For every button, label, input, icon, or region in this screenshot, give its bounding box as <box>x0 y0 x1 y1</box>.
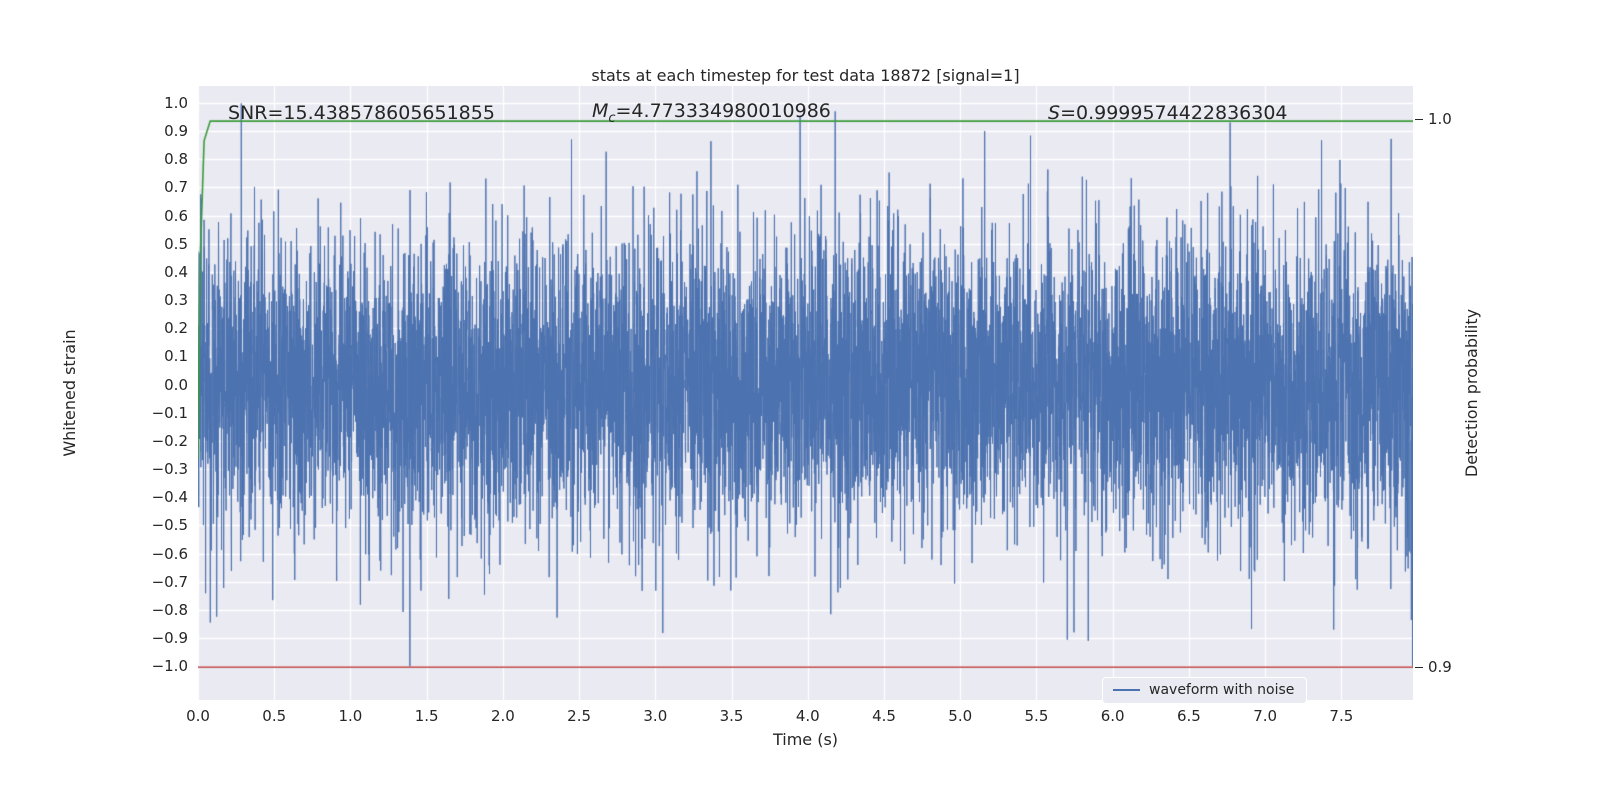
x-tick-label: 6.5 <box>1176 707 1201 725</box>
y-tick-label-left: 1.0 <box>164 93 188 112</box>
x-tick-label: 3.5 <box>719 707 744 725</box>
chart-title: stats at each timestep for test data 188… <box>591 66 1020 85</box>
x-tick-label: 2.5 <box>567 707 592 725</box>
annotation-significance-value: =0.9999574422836304 <box>1060 102 1288 124</box>
y-tick-label-left: 0.6 <box>164 206 188 225</box>
annotation-significance-label: S <box>1048 102 1061 124</box>
annotation-chirp-mass-label: M <box>592 100 609 122</box>
y-tick-label-left: −0.5 <box>151 516 188 535</box>
x-tick-label: 4.5 <box>872 707 896 725</box>
y-tick-label-left: −0.9 <box>151 629 188 648</box>
y-tick-mark-right <box>1415 118 1423 120</box>
y-tick-label-left: 0.5 <box>164 234 188 253</box>
annotation-snr: SNR=15.438578605651855 <box>228 102 495 124</box>
y-tick-label-left: 0.8 <box>164 150 188 169</box>
y-tick-label-left: −0.3 <box>151 460 188 479</box>
x-tick-label: 1.0 <box>338 707 363 725</box>
x-tick-label: 7.0 <box>1253 707 1278 725</box>
x-tick-label: 4.0 <box>795 707 820 725</box>
y-tick-label-left: −1.0 <box>151 657 188 676</box>
x-tick-label: 0.5 <box>262 707 287 725</box>
y-tick-label-left: 0.3 <box>164 291 188 310</box>
y-tick-label-left: 0.7 <box>164 178 188 197</box>
annotation-chirp-mass: Mc=4.773334980010986 <box>592 100 831 126</box>
y-tick-label-left: −0.1 <box>151 403 188 422</box>
y-tick-label-left: 0.9 <box>164 122 188 141</box>
x-tick-label: 1.5 <box>414 707 439 725</box>
y-tick-mark-right <box>1415 667 1423 669</box>
legend: waveform with noise <box>1102 677 1308 704</box>
x-tick-label: 5.5 <box>1024 707 1049 725</box>
y-tick-label-left: −0.6 <box>151 544 188 563</box>
x-tick-label: 3.0 <box>643 707 668 725</box>
x-tick-label: 7.5 <box>1329 707 1354 725</box>
annotation-chirp-mass-subscript: c <box>608 110 616 126</box>
legend-line-swatch <box>1113 689 1140 691</box>
x-tick-label: 6.0 <box>1100 707 1125 725</box>
annotation-snr-value: =15.438578605651855 <box>267 102 495 124</box>
y-tick-label-right: 1.0 <box>1428 109 1452 128</box>
x-tick-label: 2.0 <box>490 707 515 725</box>
y-tick-label-right: 0.9 <box>1428 658 1452 677</box>
y-tick-label-left: 0.1 <box>164 347 188 366</box>
legend-label: waveform with noise <box>1149 682 1295 698</box>
y-tick-label-left: −0.7 <box>151 572 188 591</box>
y-tick-label-left: 0.2 <box>164 319 188 338</box>
y-tick-label-left: 0.0 <box>164 375 188 394</box>
x-tick-label: 5.0 <box>948 707 973 725</box>
annotation-significance: S=0.9999574422836304 <box>1048 102 1288 124</box>
y-tick-label-left: 0.4 <box>164 262 188 281</box>
y-tick-label-left: −0.4 <box>151 488 188 507</box>
y-tick-label-left: −0.2 <box>151 431 188 450</box>
y-tick-label-left: −0.8 <box>151 600 188 619</box>
annotation-chirp-mass-value: =4.773334980010986 <box>615 100 831 122</box>
x-axis-label: Time (s) <box>772 730 839 749</box>
annotation-snr-label: SNR <box>228 102 268 124</box>
x-tick-label: 0.0 <box>186 707 210 725</box>
plot-area <box>198 86 1413 700</box>
